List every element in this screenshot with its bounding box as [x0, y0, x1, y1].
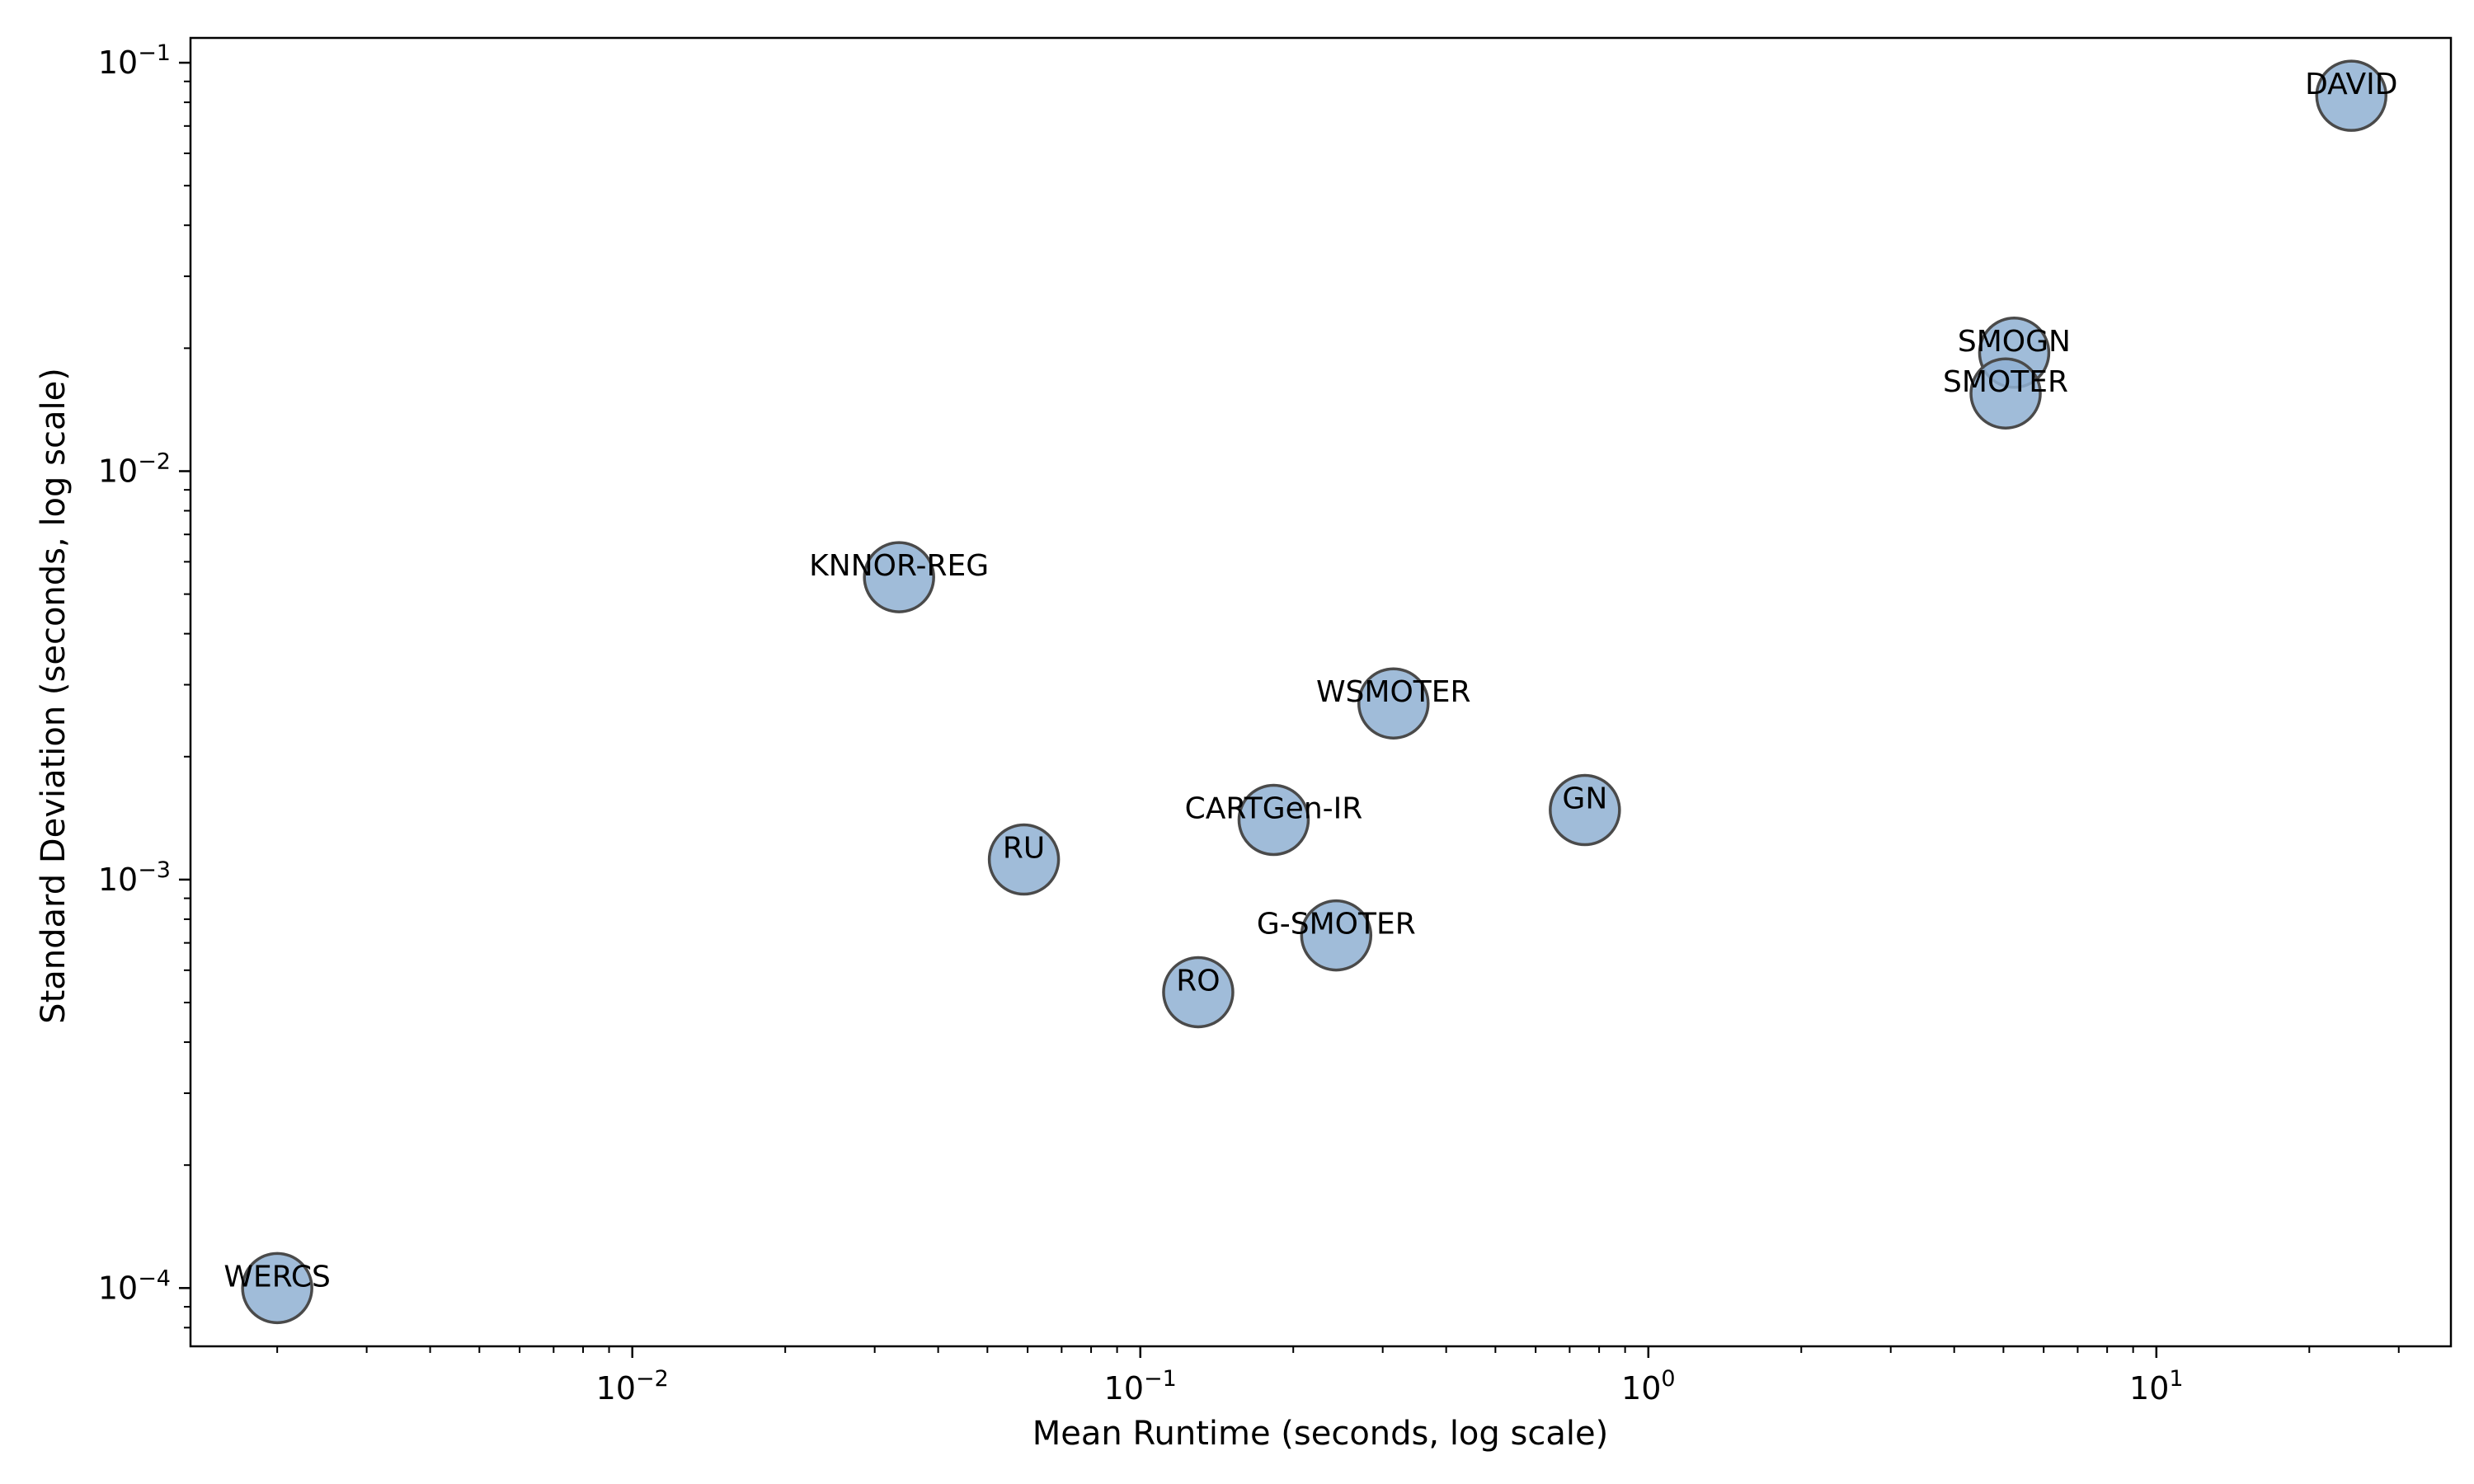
x-axis-label: Mean Runtime (seconds, log scale) [1032, 1415, 1608, 1453]
data-point [1237, 783, 1310, 857]
data-point-label: RU [1003, 832, 1045, 866]
point-labels-layer: WERCS KNNOR-REG RU RO CARTGen-IR G-SMOTER WSMO… [223, 68, 2397, 1294]
data-point-label: G-SMOTER [1257, 908, 1416, 942]
x-tick-label: 101 [2129, 1366, 2184, 1407]
data-point-label: WSMOTER [1316, 675, 1471, 709]
data-point [1162, 956, 1235, 1029]
points-layer [241, 59, 2388, 1325]
y-tick-label: 10−2 [98, 448, 171, 489]
data-point-label: DAVID [2305, 68, 2397, 101]
y-tick-label: 10−1 [98, 40, 171, 81]
data-point-label: RO [1176, 965, 1220, 998]
y-axis-label: Standard Deviation (seconds, log scale) [35, 368, 73, 1024]
x-tick-label: 100 [1621, 1366, 1676, 1407]
data-point [987, 823, 1061, 896]
data-point [1357, 667, 1430, 740]
data-point-label: SMOTER [1943, 365, 2068, 399]
data-point-label: SMOGN [1958, 325, 2071, 359]
data-point [241, 1252, 313, 1325]
x-tick-label: 10−2 [596, 1366, 669, 1407]
y-tick-label: 10−4 [98, 1266, 171, 1306]
y-tick-label: 10−3 [98, 857, 171, 898]
data-point-label: WERCS [223, 1260, 331, 1294]
data-point [1549, 773, 1621, 847]
x-tick-label: 10−1 [1104, 1366, 1177, 1407]
data-point-label: CARTGen-IR [1185, 792, 1363, 826]
data-point [2315, 59, 2388, 132]
data-point [1300, 899, 1373, 972]
data-point [863, 541, 935, 613]
ticks-layer: 10−2 10−1 100 101 10−4 10−3 10−2 10−1 [98, 40, 2400, 1407]
data-point-label: GN [1562, 782, 1607, 816]
plot-area-frame [189, 36, 2453, 1348]
data-point-label: KNNOR-REG [809, 549, 989, 583]
data-point [1969, 357, 2042, 430]
